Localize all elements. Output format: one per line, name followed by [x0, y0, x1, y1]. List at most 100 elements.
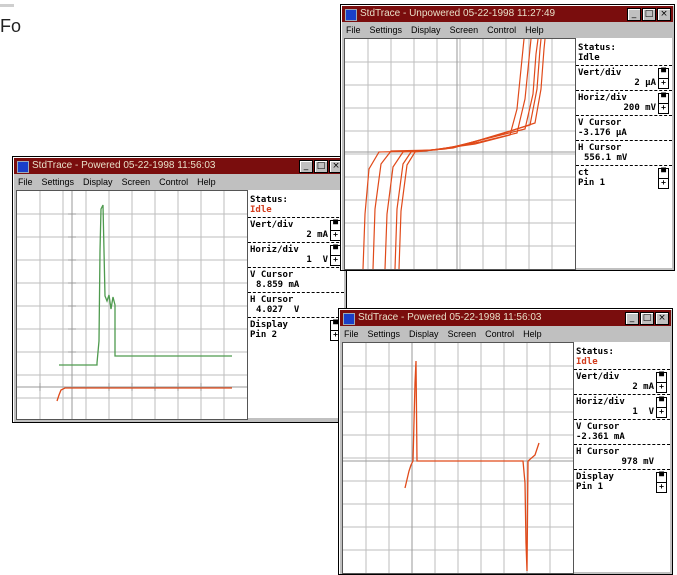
menu-screen[interactable]: Screen	[447, 329, 477, 339]
stepper-up-icon[interactable]: ▀	[661, 68, 666, 77]
horiz-div-stepper[interactable]: ▀ +	[658, 93, 669, 114]
maximize-button[interactable]: □	[314, 160, 328, 173]
stepper-up-icon[interactable]: ▀	[661, 168, 666, 177]
trace-plot[interactable]	[344, 38, 576, 270]
maximize-button[interactable]: □	[642, 8, 656, 21]
menu-display[interactable]: Display	[83, 177, 113, 187]
vert-div-value: 2 µA	[634, 78, 656, 88]
menu-file[interactable]: File	[346, 25, 361, 35]
pin-label: Pin 2	[250, 330, 278, 340]
stepper-down-icon[interactable]: +	[657, 382, 666, 392]
minimize-button[interactable]: _	[627, 8, 641, 21]
menu-help[interactable]: Help	[525, 25, 544, 35]
close-button[interactable]: ×	[655, 312, 669, 325]
stepper-up-icon[interactable]: ▀	[333, 320, 338, 329]
pin-stepper[interactable]: ▀ +	[656, 472, 667, 493]
stepper-up-icon[interactable]: ▀	[333, 245, 338, 254]
divider	[574, 394, 670, 395]
page-rule	[0, 4, 14, 7]
menu-settings[interactable]: Settings	[41, 177, 75, 187]
divider	[248, 317, 344, 318]
trace-red	[404, 360, 540, 572]
stepper-up-icon[interactable]: ▀	[659, 472, 664, 481]
maximize-button[interactable]: □	[640, 312, 654, 325]
trace-red	[56, 387, 232, 402]
vert-div-label: Vert/div	[578, 68, 622, 78]
plot-canvas	[343, 343, 573, 573]
menu-control[interactable]: Control	[159, 177, 189, 187]
menu-bar: File Settings Display Screen Control Help	[340, 327, 671, 341]
stepper-down-icon[interactable]: +	[331, 330, 340, 340]
menu-screen[interactable]: Screen	[121, 177, 151, 187]
vert-div-stepper[interactable]: ▀ +	[658, 68, 669, 89]
h-cursor-label: H Cursor	[576, 447, 620, 457]
minimize-button[interactable]: _	[625, 312, 639, 325]
horiz-div-value: 1 V	[306, 255, 328, 265]
app-icon	[17, 161, 29, 173]
horiz-div-stepper[interactable]: ▀ +	[656, 397, 667, 418]
menu-settings[interactable]: Settings	[367, 329, 401, 339]
title-bar[interactable]: StdTrace - Unpowered 05-22-1998 11:27:49…	[342, 6, 673, 22]
menu-control[interactable]: Control	[487, 25, 517, 35]
status-panel: Status: Idle Vert/div 2 mA ▀ + Horiz/div …	[247, 190, 344, 418]
title-bar[interactable]: StdTrace - Powered 05-22-1998 11:56:03 _…	[14, 158, 345, 174]
menu-file[interactable]: File	[344, 329, 359, 339]
menu-help[interactable]: Help	[523, 329, 542, 339]
page-fragment-text: Fo	[0, 16, 22, 36]
trace-plot[interactable]	[342, 342, 574, 574]
vert-div-value: 2 mA	[306, 230, 328, 240]
v-cursor-label: V Cursor	[250, 270, 294, 280]
vert-div-value: 2 mA	[632, 382, 654, 392]
stepper-down-icon[interactable]: +	[657, 407, 666, 417]
stepper-down-icon[interactable]: +	[659, 78, 668, 88]
window-powered-right[interactable]: StdTrace - Powered 05-22-1998 11:56:03 _…	[338, 308, 673, 575]
divider	[248, 292, 344, 293]
title-bar[interactable]: StdTrace - Powered 05-22-1998 11:56:03 _…	[340, 310, 671, 326]
status-label: Status:	[576, 347, 614, 357]
menu-help[interactable]: Help	[197, 177, 216, 187]
divider	[576, 90, 672, 91]
menu-settings[interactable]: Settings	[369, 25, 403, 35]
pin-label: Pin 1	[578, 178, 606, 188]
window-unpowered[interactable]: StdTrace - Unpowered 05-22-1998 11:27:49…	[340, 4, 675, 271]
menu-control[interactable]: Control	[485, 329, 515, 339]
pin-label: Pin 1	[576, 482, 604, 492]
window-powered-left[interactable]: StdTrace - Powered 05-22-1998 11:56:03 _…	[12, 156, 347, 423]
stepper-up-icon[interactable]: ▀	[333, 220, 338, 229]
divider	[574, 419, 670, 420]
vert-div-stepper[interactable]: ▀ +	[656, 372, 667, 393]
horiz-div-label: Horiz/div	[576, 397, 625, 407]
v-cursor-label: V Cursor	[578, 118, 622, 128]
trace-plot[interactable]	[16, 190, 248, 420]
minimize-button[interactable]: _	[299, 160, 313, 173]
stepper-up-icon[interactable]: ▀	[659, 397, 664, 406]
window-title: StdTrace - Unpowered 05-22-1998 11:27:49	[360, 8, 556, 19]
window-title: StdTrace - Powered 05-22-1998 11:56:03	[358, 312, 542, 323]
stepper-down-icon[interactable]: +	[657, 482, 666, 492]
close-button[interactable]: ×	[657, 8, 671, 21]
menu-file[interactable]: File	[18, 177, 33, 187]
menu-display[interactable]: Display	[411, 25, 441, 35]
divider	[248, 267, 344, 268]
stepper-down-icon[interactable]: +	[659, 178, 668, 188]
stepper-down-icon[interactable]: +	[659, 103, 668, 113]
plot-canvas	[17, 191, 247, 419]
window-title: StdTrace - Powered 05-22-1998 11:56:03	[32, 160, 216, 171]
vert-div-label: Vert/div	[250, 220, 294, 230]
status-value: Idle	[250, 205, 272, 215]
v-cursor-label: V Cursor	[576, 422, 620, 432]
menu-bar: File Settings Display Screen Control Help	[342, 23, 673, 37]
horiz-div-label: Horiz/div	[250, 245, 299, 255]
display-mode-label: Display	[576, 472, 614, 482]
divider	[576, 165, 672, 166]
h-cursor-label: H Cursor	[250, 295, 294, 305]
stepper-down-icon[interactable]: +	[331, 255, 340, 265]
h-cursor-value: 978 mV	[621, 457, 654, 467]
stepper-up-icon[interactable]: ▀	[659, 372, 664, 381]
stepper-down-icon[interactable]: +	[331, 230, 340, 240]
divider	[248, 242, 344, 243]
pin-stepper[interactable]: ▀ +	[658, 168, 669, 189]
stepper-up-icon[interactable]: ▀	[661, 93, 666, 102]
menu-display[interactable]: Display	[409, 329, 439, 339]
menu-screen[interactable]: Screen	[449, 25, 479, 35]
